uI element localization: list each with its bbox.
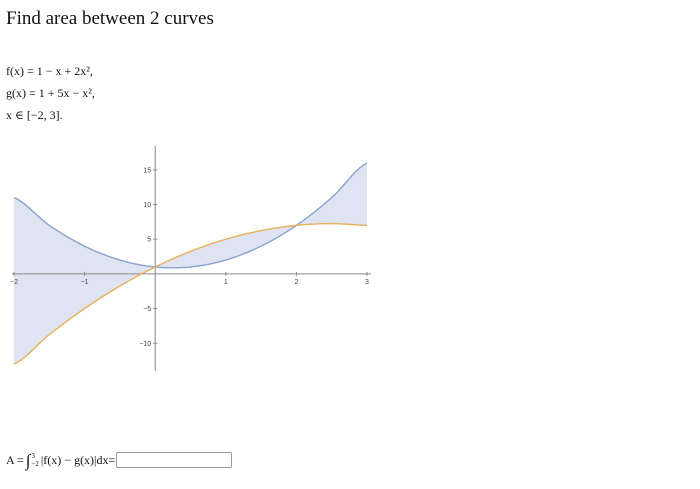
f-definition: f(x) = 1 − x + 2x², [6, 64, 93, 78]
y-tick-label: −10 [139, 341, 151, 348]
page-title: Find area between 2 curves [6, 8, 214, 29]
y-tick-label: 10 [143, 202, 151, 209]
integral-icon: ∫ [25, 451, 31, 470]
y-tick-label: 15 [143, 167, 151, 174]
domain-definition: x ∈ [−2, 3]. [6, 108, 63, 122]
area-fill [14, 162, 367, 365]
x-tick-label: −1 [81, 279, 89, 286]
y-axis-ticks: 15 10 5 −5 −10 [139, 167, 158, 348]
y-tick-label: 5 [147, 237, 151, 244]
answer-input[interactable] [116, 452, 233, 468]
x-tick-label: −2 [10, 279, 18, 286]
lower-limit: −2 [31, 460, 39, 468]
area-plot: 15 10 5 −5 −10 −2 −1 1 2 3 [10, 146, 371, 371]
x-tick-label: 1 [224, 279, 228, 286]
equals-sign: = [108, 452, 116, 467]
integral-limits: 3 −2 [31, 452, 38, 468]
y-tick-label: −5 [143, 306, 151, 313]
integrand: |f(x) − g(x)|dx [40, 452, 109, 467]
upper-limit: 3 [31, 452, 35, 460]
function-definitions: f(x) = 1 − x + 2x², g(x) = 1 + 5x − x², … [6, 60, 95, 126]
f-curve [13, 162, 368, 269]
g-definition: g(x) = 1 + 5x − x², [6, 86, 95, 100]
answer-lhs: A = [6, 452, 24, 467]
g-curve [13, 222, 368, 365]
x-tick-label: 2 [294, 279, 298, 286]
x-tick-label: 3 [365, 279, 369, 286]
answer-row: A = ∫ 3 −2 |f(x) − g(x)|dx = [6, 450, 233, 470]
